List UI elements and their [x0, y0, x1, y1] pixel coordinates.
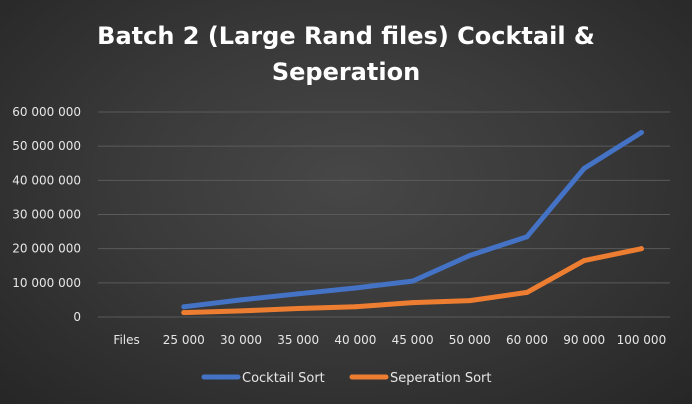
data-point: [238, 308, 244, 314]
series-lines: [181, 130, 644, 316]
data-point: [410, 300, 416, 306]
x-tick-label: 90 000: [563, 333, 605, 347]
x-tick-label: 30 000: [220, 333, 262, 347]
data-point: [524, 289, 530, 295]
x-axis-ticks: Files 25 000 30 000 35 000 40 000 45 000 50 00…: [113, 333, 666, 347]
data-point: [638, 130, 644, 135]
legend: Cocktail Sort Seperation Sort: [201, 371, 492, 386]
x-tick-label: Files: [113, 333, 139, 347]
x-tick-label: 50 000: [449, 333, 491, 347]
data-point: [352, 304, 358, 310]
legend-label: Seperation Sort: [390, 371, 492, 386]
x-tick-label: 40 000: [334, 333, 376, 347]
legend-label: Cocktail Sort: [242, 371, 325, 386]
x-tick-label: 60 000: [506, 333, 548, 347]
chart-title-line-1: Batch 2 (Large Rand files) Cocktail &: [97, 22, 595, 50]
gridlines: [98, 111, 670, 318]
x-tick-label: 100 000: [617, 333, 667, 347]
y-tick-label: 60 000 000: [12, 105, 81, 119]
x-tick-label: 35 000: [277, 333, 319, 347]
x-tick-label: 45 000: [392, 333, 434, 347]
y-tick-label: 20 000 000: [12, 242, 81, 256]
data-point: [295, 305, 301, 311]
data-point: [638, 246, 644, 252]
y-tick-label: 50 000 000: [12, 139, 81, 153]
y-tick-label: 40 000 000: [12, 173, 81, 187]
data-point: [581, 165, 587, 171]
data-point: [467, 253, 473, 258]
data-point: [467, 298, 473, 304]
y-axis-ticks: 0 10 000 000 20 000 000 30 000 000 40 000 00…: [12, 105, 81, 324]
y-tick-label: 0: [73, 310, 81, 324]
x-tick-label: 25 000: [163, 333, 205, 347]
y-tick-label: 30 000 000: [12, 208, 81, 222]
data-point: [295, 291, 301, 297]
data-point: [181, 304, 187, 310]
data-point: [238, 297, 244, 303]
data-point: [524, 234, 530, 240]
data-point: [581, 258, 587, 264]
chart-title-line-2: Seperation: [272, 58, 420, 86]
data-point: [410, 278, 416, 284]
data-point: [181, 310, 187, 316]
data-point: [352, 285, 358, 291]
y-tick-label: 10 000 000: [12, 276, 81, 290]
